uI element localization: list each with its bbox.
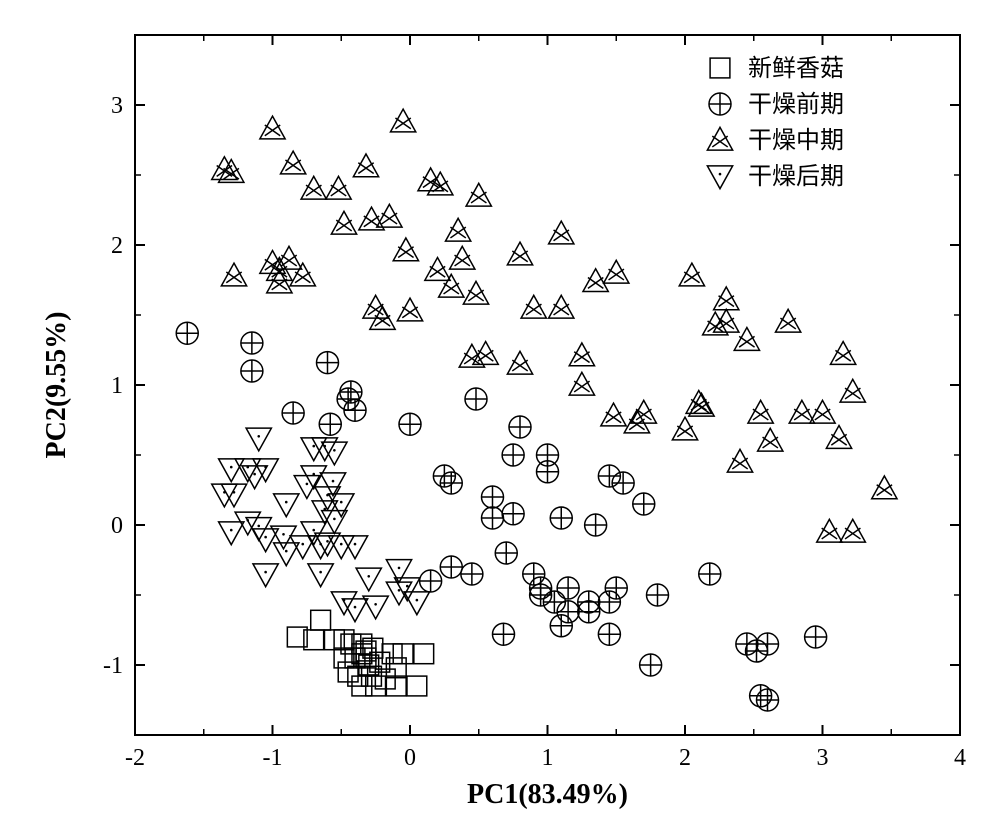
legend-label-0: 新鲜香菇 xyxy=(748,55,844,82)
svg-text:2: 2 xyxy=(111,233,123,259)
svg-text:1: 1 xyxy=(111,373,123,399)
svg-text:-2: -2 xyxy=(125,745,145,771)
chart-svg: -2 -1 0 1 2 3 4 -1 0 1 2 3 PC1(83.49%) PC2(9.55%) 新鲜香菇… xyxy=(0,0,1000,831)
svg-text:1: 1 xyxy=(542,745,554,771)
y-axis-label: PC2(9.55%) xyxy=(41,312,72,459)
svg-text:4: 4 xyxy=(954,745,966,771)
x-axis-label: PC1(83.49%) xyxy=(467,779,628,810)
svg-text:0: 0 xyxy=(111,513,123,539)
svg-text:3: 3 xyxy=(817,745,829,771)
svg-text:2: 2 xyxy=(679,745,691,771)
svg-text:0: 0 xyxy=(404,745,416,771)
svg-text:-1: -1 xyxy=(103,653,123,679)
svg-text:-1: -1 xyxy=(263,745,283,771)
pca-scatter-chart: -2 -1 0 1 2 3 4 -1 0 1 2 3 PC1(83.49%) PC2(9.55%) 新鲜香菇… xyxy=(0,0,1000,831)
legend-label-1: 干燥前期 xyxy=(748,91,844,118)
legend-label-2: 干燥中期 xyxy=(748,127,844,154)
svg-text:3: 3 xyxy=(111,93,123,119)
legend-label-3: 干燥后期 xyxy=(748,163,844,190)
